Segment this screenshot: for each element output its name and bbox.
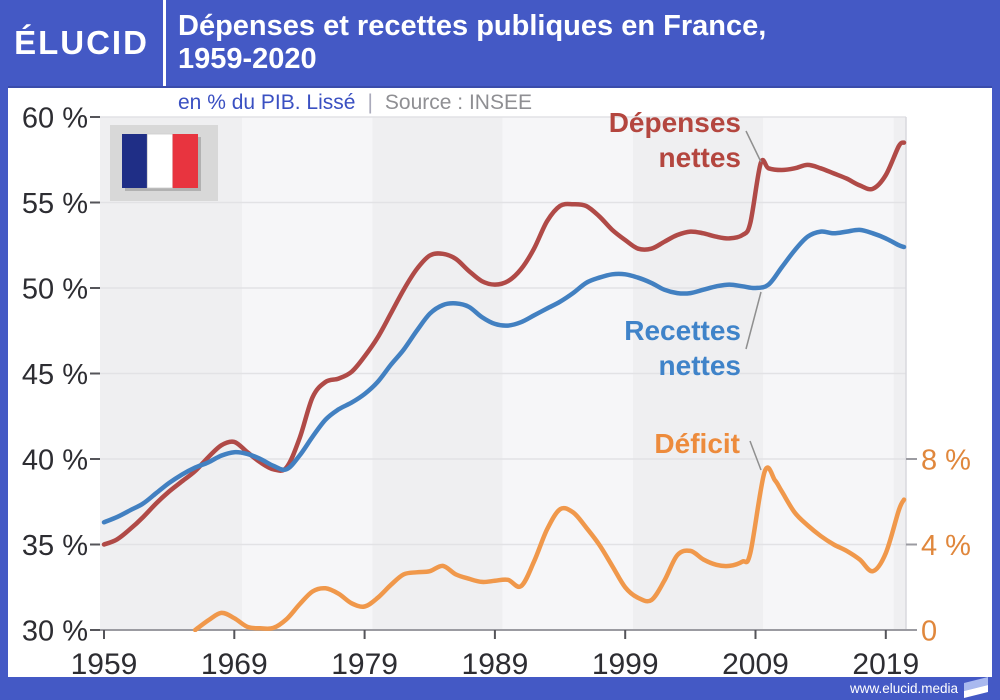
title-line-2: 1959-2020	[178, 43, 317, 75]
right-axis-label: 4 %	[921, 530, 971, 562]
left-axis-label: 50 %	[22, 274, 88, 306]
deficit-label-leader	[749, 440, 762, 471]
france-flag-stripe	[172, 134, 198, 188]
left-border	[0, 0, 8, 700]
left-axis-label: 45 %	[22, 359, 88, 391]
x-axis-label: 1999	[592, 648, 659, 681]
x-axis-label: 2019	[852, 648, 919, 681]
x-axis-label: 1989	[462, 648, 529, 681]
right-axis-label: 0	[921, 616, 937, 648]
left-axis-label: 30 %	[22, 616, 88, 648]
header: ÉLUCID Dépenses et recettes publiques en…	[0, 0, 1000, 88]
footer: www.elucid.media	[0, 676, 1000, 700]
france-flag-stripe	[146, 133, 174, 189]
recettes-label: Recettes	[624, 315, 741, 346]
right-border	[992, 0, 1000, 700]
logo-block: ÉLUCID	[0, 0, 163, 86]
left-axis-label: 35 %	[22, 530, 88, 562]
subtitle-unit: en % du PIB. Lissé	[178, 90, 356, 114]
recettes-label: nettes	[659, 350, 741, 381]
elucid-flag-icon	[964, 676, 988, 698]
page-title: Dépenses et recettes publiques en France…	[166, 0, 1000, 86]
series-line-d-penses-nettes	[101, 140, 907, 547]
left-axis-label: 40 %	[22, 445, 88, 477]
elucid-logo: ÉLUCID	[14, 24, 149, 61]
subtitle: en % du PIB. Lissé | Source : INSEE	[178, 88, 532, 117]
series-line-d-ficit	[192, 465, 907, 632]
depenses-label: nettes	[659, 142, 741, 173]
x-axis-label: 1959	[71, 648, 138, 681]
left-axis-label: 60 %	[22, 103, 88, 135]
x-axis-label: 1969	[201, 648, 268, 681]
left-axis-label: 55 %	[22, 188, 88, 220]
subtitle-separator: |	[367, 90, 373, 114]
x-axis-label: 1979	[331, 648, 398, 681]
depenses-label-leader	[745, 130, 762, 163]
subtitle-source: Source : INSEE	[384, 90, 532, 114]
france-flag-stripe	[122, 134, 148, 188]
series-line-recettes-nettes	[101, 227, 907, 525]
footer-url: www.elucid.media	[849, 681, 958, 696]
depenses-label: Dépenses	[609, 107, 741, 138]
right-axis-label: 8 %	[921, 445, 971, 477]
header-divider	[163, 0, 166, 86]
recettes-label-leader	[745, 291, 762, 350]
deficit-label: Déficit	[654, 428, 740, 459]
title-line-1: Dépenses et recettes publiques en France…	[178, 10, 767, 42]
x-axis-label: 2009	[722, 648, 789, 681]
